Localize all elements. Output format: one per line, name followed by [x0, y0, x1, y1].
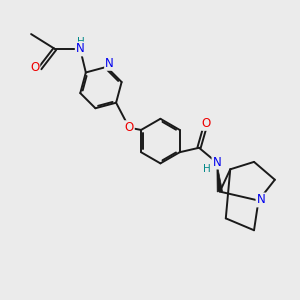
Text: N: N [105, 57, 114, 70]
Text: N: N [76, 42, 85, 56]
Text: O: O [124, 121, 134, 134]
Text: H: H [77, 38, 85, 47]
Text: O: O [30, 61, 39, 74]
Text: N: N [256, 194, 265, 206]
Text: N: N [212, 155, 221, 169]
Text: H: H [202, 164, 210, 174]
Polygon shape [217, 163, 223, 192]
Text: O: O [202, 117, 211, 130]
